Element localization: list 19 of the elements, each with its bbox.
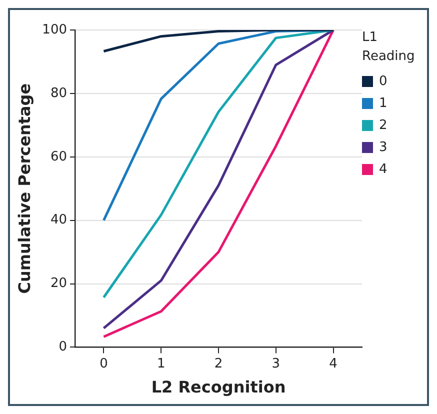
y-tick-label: 100 — [42, 22, 68, 38]
legend-title: L1 Reading — [362, 29, 416, 66]
y-axis-title: Cumulative Percentage — [14, 83, 34, 294]
x-tick-label: 1 — [156, 356, 166, 372]
x-tick-label: 4 — [329, 356, 338, 372]
x-tick-label: 2 — [214, 356, 223, 372]
legend-label: 4 — [379, 162, 388, 176]
y-tick-label: 60 — [50, 149, 68, 164]
y-tick-label: 40 — [50, 212, 68, 228]
x-tick-label: 3 — [272, 356, 280, 372]
y-tick-label: 0 — [58, 340, 68, 355]
legend-label: 0 — [379, 74, 388, 88]
legend-label: 1 — [379, 96, 388, 110]
x-axis-title: L2 Recognition — [151, 378, 286, 397]
legend-label: 2 — [379, 118, 388, 132]
legend-label: 3 — [379, 140, 388, 154]
y-tick-label: 20 — [50, 276, 68, 292]
y-tick-label: 80 — [50, 86, 68, 101]
x-tick-label: 0 — [100, 356, 108, 372]
